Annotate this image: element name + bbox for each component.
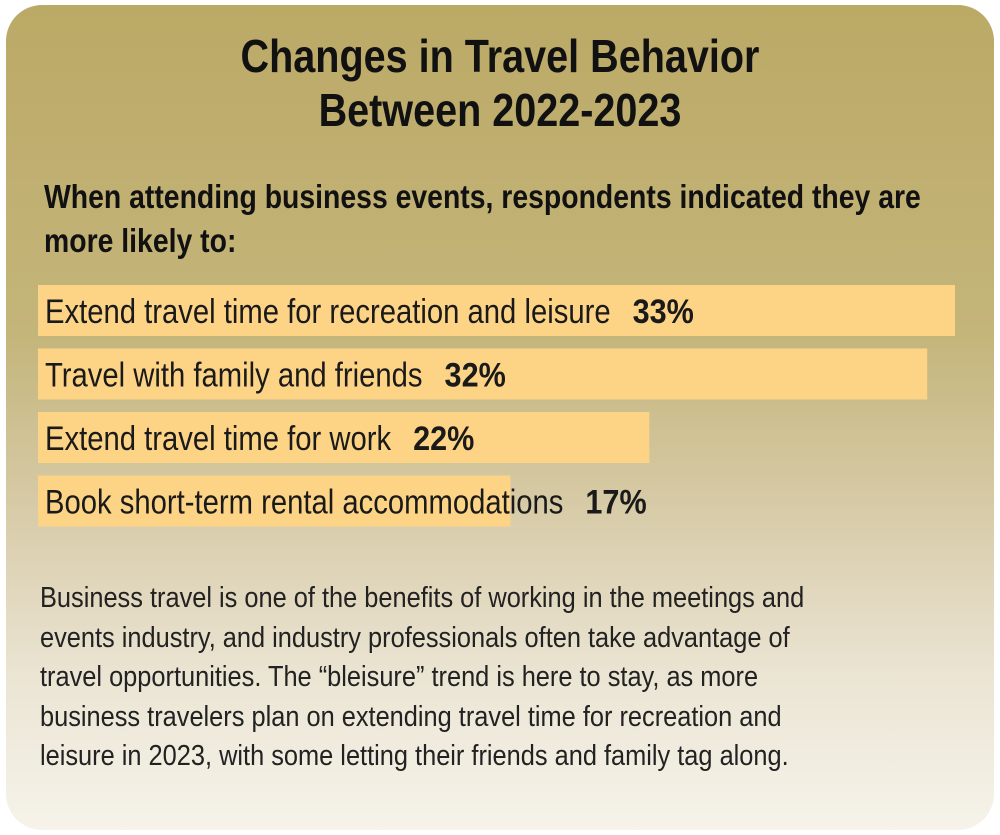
subtitle-line-2: more likely to: (44, 222, 237, 259)
chart-title: Changes in Travel Behavior Between 2022-… (75, 29, 925, 137)
bar-label-2: Travel with family and friends (45, 357, 423, 395)
title-line-1: Changes in Travel Behavior (240, 30, 760, 82)
body-line-4: business travelers plan on extending tra… (40, 700, 782, 733)
bar-value-3: 22% (413, 420, 474, 458)
bar-label-3: Extend travel time for work (45, 420, 392, 458)
body-line-5: leisure in 2023, with some letting their… (40, 740, 789, 772)
bar-2 (38, 348, 928, 400)
bar-chart: Extend travel time for recreation and le… (38, 285, 955, 527)
chart-subtitle: When attending business events, responde… (44, 175, 973, 263)
bar-label-1: Extend travel time for recreation and le… (45, 293, 611, 331)
bar-label-4: Book short-term rental accommodations (45, 484, 563, 522)
bar-value-1: 33% (633, 293, 694, 331)
infographic-card: Changes in Travel Behavior Between 2022-… (6, 5, 994, 830)
bar-value-4: 17% (585, 484, 646, 522)
bar-4 (38, 475, 511, 527)
bar-value-2: 32% (445, 357, 506, 395)
bar-3 (38, 412, 650, 463)
bar-1 (38, 285, 955, 336)
body-paragraph: Business travel is one of the benefits o… (40, 579, 957, 777)
body-line-2: events industry, and industry profession… (40, 621, 790, 654)
body-line-3: travel opportunities. The “bleisure” tre… (40, 661, 759, 693)
title-line-2: Between 2022-2023 (318, 84, 682, 136)
body-line-1: Business travel is one of the benefits o… (40, 582, 805, 614)
subtitle-line-1: When attending business events, responde… (44, 178, 921, 215)
